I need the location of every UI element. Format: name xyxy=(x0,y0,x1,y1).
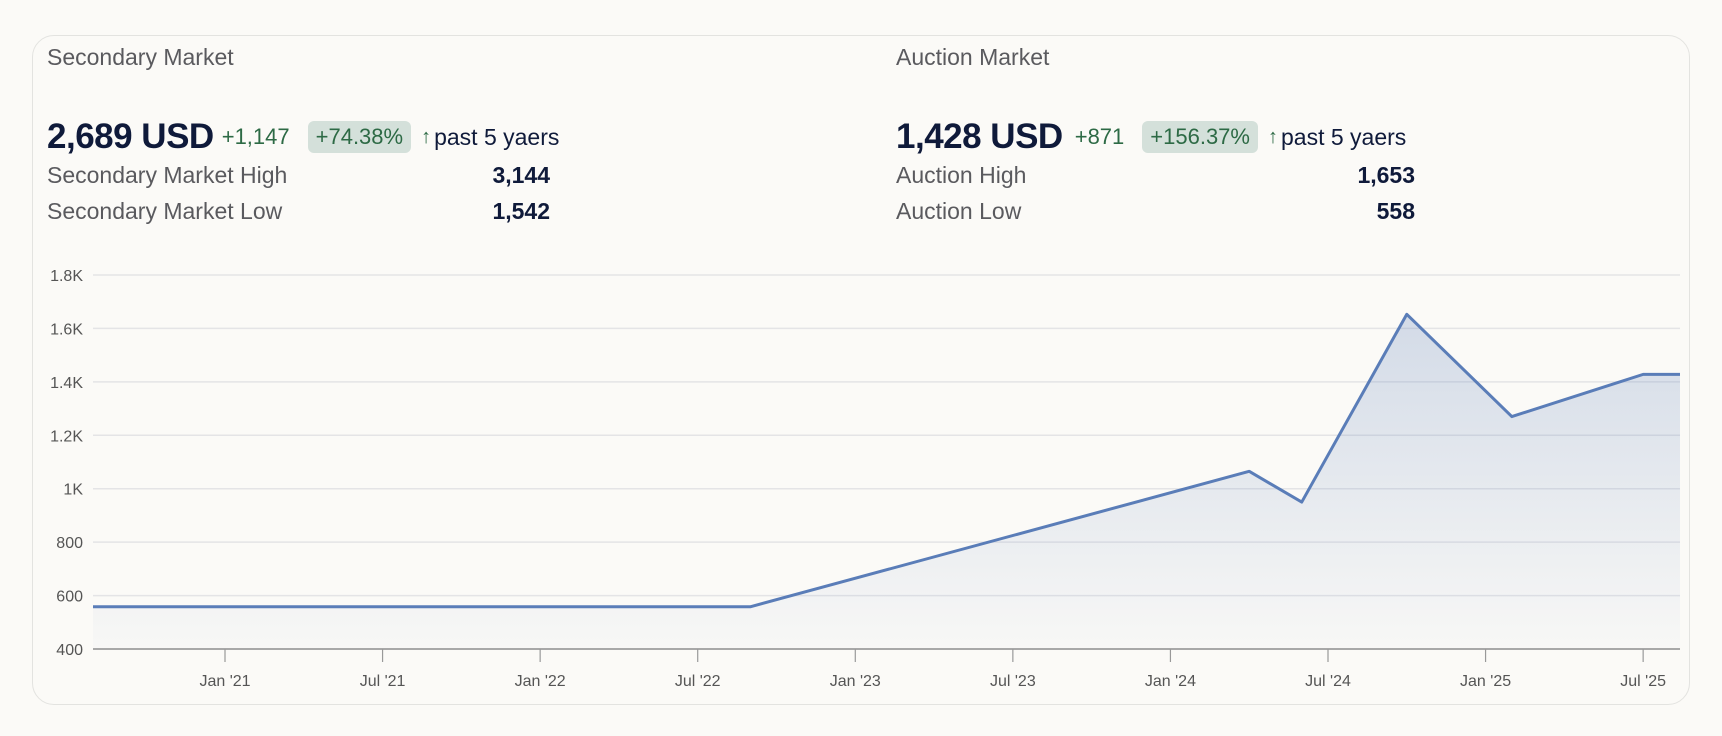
secondary-high-value: 3,144 xyxy=(492,162,550,188)
x-tick-label: Jul '22 xyxy=(675,673,721,690)
auction-price: 1,428 USD xyxy=(896,117,1063,156)
x-tick-label: Jul '23 xyxy=(990,673,1036,690)
x-tick-label: Jul '25 xyxy=(1620,673,1666,690)
x-tick-label: Jul '24 xyxy=(1305,673,1351,690)
y-tick-label: 1.6K xyxy=(50,321,83,338)
secondary-low-value: 1,542 xyxy=(492,198,550,224)
x-tick-label: Jan '21 xyxy=(199,673,250,690)
secondary-high-row: Secondary Market High 3,144 xyxy=(47,162,550,189)
x-tick-label: Jan '23 xyxy=(830,673,881,690)
auction-low-row: Auction Low 558 xyxy=(896,198,1415,225)
auction-change: +871 xyxy=(1074,124,1125,149)
area-fill xyxy=(93,314,1680,649)
secondary-change-badge: +74.38% xyxy=(307,121,412,153)
y-tick-label: 1.2K xyxy=(50,428,83,445)
arrow-up-icon: ↑ xyxy=(421,125,432,148)
secondary-title: Secondary Market xyxy=(47,44,234,70)
auction-change-badge: +156.37% xyxy=(1142,121,1258,153)
secondary-price: 2,689 USD xyxy=(47,117,214,156)
arrow-up-icon: ↑ xyxy=(1267,125,1278,148)
y-tick-label: 800 xyxy=(56,535,83,552)
secondary-low-label: Secondary Market Low xyxy=(47,198,283,224)
secondary-change: +1,147 xyxy=(221,124,290,149)
auction-high-value: 1,653 xyxy=(1357,162,1415,188)
secondary-high-label: Secondary Market High xyxy=(47,162,288,188)
x-tick-label: Jan '24 xyxy=(1145,673,1196,690)
x-tick-label: Jul '21 xyxy=(360,673,406,690)
y-tick-label: 400 xyxy=(56,642,83,659)
auction-low-value: 558 xyxy=(1376,198,1415,224)
auction-high-row: Auction High 1,653 xyxy=(896,162,1415,189)
auction-title: Auction Market xyxy=(896,44,1050,70)
y-tick-label: 1.8K xyxy=(50,268,83,285)
x-tick-label: Jan '25 xyxy=(1460,673,1511,690)
secondary-low-row: Secondary Market Low 1,542 xyxy=(47,198,550,225)
auction-high-label: Auction High xyxy=(896,162,1027,188)
y-tick-label: 1.4K xyxy=(50,375,83,392)
series-line xyxy=(93,312,1680,609)
y-tick-label: 1K xyxy=(63,482,83,499)
secondary-headline: 2,689 USD +1,147 +74.38% ↑ past 5 yaers xyxy=(47,114,559,160)
x-tick-label: Jan '22 xyxy=(515,673,566,690)
y-tick-label: 600 xyxy=(56,589,83,606)
auction-low-label: Auction Low xyxy=(896,198,1022,224)
auction-period: past 5 yaers xyxy=(1280,123,1407,150)
auction-headline: 1,428 USD +871 +156.37% ↑ past 5 yaers xyxy=(896,114,1406,160)
secondary-period: past 5 yaers xyxy=(434,123,560,150)
